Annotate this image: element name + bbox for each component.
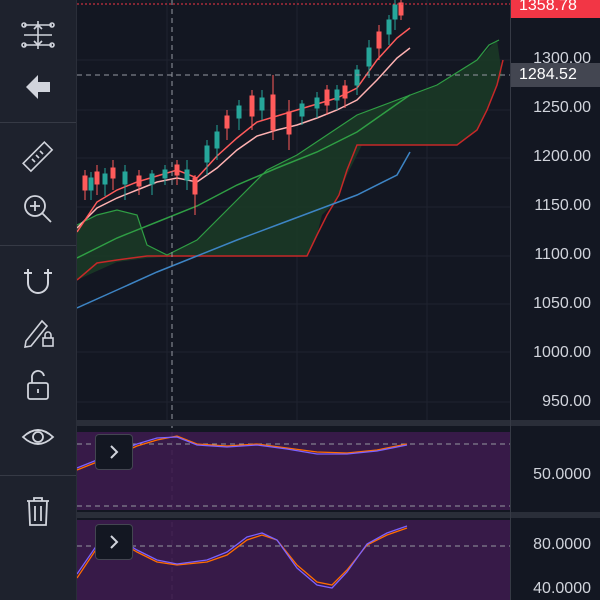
drawing-toolbar	[0, 0, 77, 600]
expand-oscillator-1-button[interactable]	[95, 434, 133, 470]
mid-ma-line	[77, 47, 411, 229]
price-label: 1300.00	[533, 50, 591, 67]
price-label: 950.00	[542, 393, 591, 410]
long-ma-line	[77, 151, 411, 309]
chevron-right-icon	[110, 535, 119, 549]
chart-canvas[interactable]	[77, 0, 510, 600]
price-label: 1150.00	[534, 197, 591, 214]
pane-divider-2[interactable]	[77, 512, 600, 518]
price-label: 1050.00	[533, 295, 591, 312]
magnet-icon[interactable]	[0, 258, 76, 304]
oscillator-2-signal	[77, 527, 408, 586]
price-label: 1000.00	[533, 344, 591, 361]
cloud-upper-span	[77, 39, 500, 256]
ruler-icon[interactable]	[0, 134, 76, 180]
lock-drawings-icon[interactable]	[0, 310, 76, 356]
oscillator-1-label: 50.0000	[533, 466, 591, 483]
candlesticks	[82, 0, 404, 215]
fast-ma-line	[77, 27, 411, 233]
indicators-tool-icon[interactable]	[0, 12, 76, 58]
eye-icon[interactable]	[0, 414, 76, 460]
zoom-in-icon[interactable]	[0, 186, 76, 232]
unlock-icon[interactable]	[0, 362, 76, 408]
expand-oscillator-2-button[interactable]	[95, 524, 133, 560]
price-scale[interactable]: 1300.00 1250.00 1200.00 1150.00 1100.00 …	[510, 0, 600, 600]
price-label: 1200.00	[533, 148, 591, 165]
trash-icon[interactable]	[0, 488, 76, 534]
slow-ma-line	[77, 94, 411, 259]
ichimoku-cloud	[77, 40, 502, 280]
oscillator-2-label: 40.0000	[533, 580, 591, 597]
last-price-badge: 1358.78	[511, 0, 600, 18]
price-label: 1100.00	[534, 246, 591, 263]
crosshair-price-badge: 1284.52	[511, 63, 600, 87]
price-label: 1250.00	[533, 99, 591, 116]
cloud-lower-span	[77, 59, 504, 281]
pane-divider-1[interactable]	[77, 420, 600, 426]
chevron-right-icon	[110, 445, 119, 459]
oscillator-2-main	[77, 525, 408, 589]
back-arrow-icon[interactable]	[0, 64, 76, 110]
oscillator-1-pane	[77, 432, 510, 510]
oscillator-2-label: 80.0000	[533, 536, 591, 553]
